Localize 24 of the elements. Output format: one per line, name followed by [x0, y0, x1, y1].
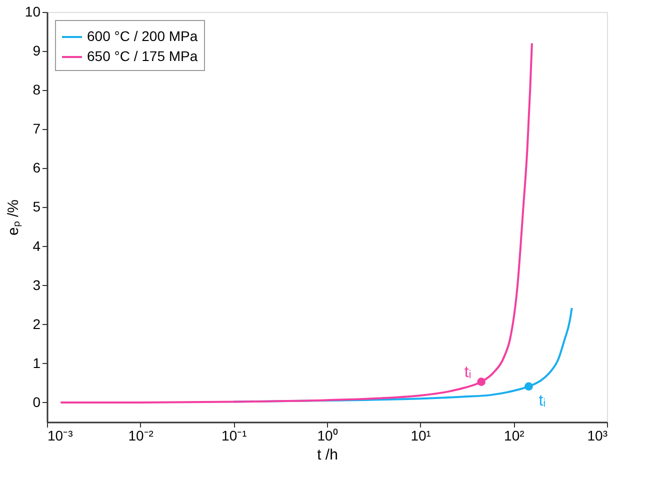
annotation: tᵢ: [538, 392, 546, 410]
y-tick-label: 10: [24, 4, 41, 20]
y-tick-label: 4: [32, 238, 41, 254]
y-tick-label: 6: [32, 160, 41, 176]
y-tick-label: 7: [32, 120, 41, 137]
annotation: tᵢ: [464, 364, 472, 381]
x-tick-label: 10⁰: [317, 428, 338, 444]
x-tick-label: 10²: [504, 428, 525, 444]
x-tick-label: 10⁻²: [128, 428, 154, 444]
y-tick-label: 0: [32, 394, 41, 410]
y-tick-label: 3: [32, 276, 41, 293]
x-tick-label: 10⁻¹: [222, 428, 248, 444]
legend-label: 650 °C / 175 MPa: [87, 48, 198, 64]
y-tick-label: 9: [32, 42, 41, 59]
y-tick-label: 5: [32, 198, 41, 215]
x-tick-label: 10¹: [410, 428, 432, 444]
x-axis-title: t /h: [317, 446, 338, 464]
y-tick-label: 8: [32, 82, 41, 98]
y-tick-label: 1: [32, 354, 41, 371]
y-axis-title: eₚ /%: [4, 199, 22, 236]
x-tick-label: 10³: [587, 428, 608, 444]
y-tick-label: 2: [32, 316, 41, 332]
legend-label: 600 °C / 200 MPa: [87, 28, 198, 44]
x-tick-label: 10⁻³: [48, 428, 74, 444]
